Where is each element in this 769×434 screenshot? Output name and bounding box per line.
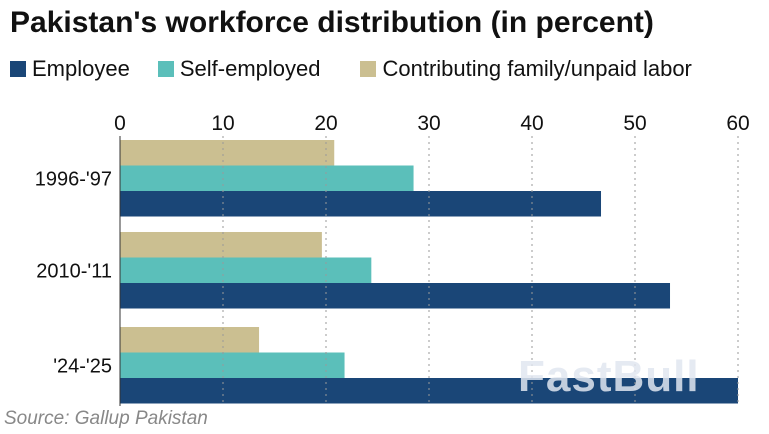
- source-note: Source: Gallup Pakistan: [4, 408, 208, 429]
- legend-swatch: [10, 61, 26, 77]
- bar-self-employed: [120, 352, 345, 378]
- legend-item-self-employed: Self-employed: [157, 56, 321, 82]
- x-tick-label: 50: [623, 112, 646, 135]
- x-tick-label: 20: [314, 112, 337, 135]
- legend-label: Employee: [32, 56, 130, 81]
- bar-self-employed: [120, 257, 372, 283]
- x-tick-label: 10: [211, 112, 234, 135]
- bar-contributing: [120, 327, 260, 353]
- category-label: '24-'25: [53, 355, 112, 377]
- bar-self-employed: [120, 165, 414, 191]
- bar-contributing: [120, 140, 335, 166]
- x-tick-label: 40: [520, 112, 543, 135]
- legend: Employee Self-employed Contributing fami…: [10, 56, 720, 82]
- bar-employee: [120, 191, 602, 217]
- legend-item-employee: Employee: [10, 56, 130, 82]
- category-label: 1996-'97: [35, 168, 112, 190]
- legend-swatch: [157, 61, 174, 77]
- bar-employee: [120, 283, 671, 309]
- legend-label: Self-employed: [179, 56, 321, 81]
- x-tick-label: 60: [726, 112, 749, 135]
- x-tick-label: 30: [417, 112, 440, 135]
- category-label: 2010-'11: [36, 260, 112, 282]
- watermark: FastBull: [518, 352, 700, 401]
- legend-swatch: [360, 61, 377, 77]
- chart-title: Pakistan's workforce distribution (in pe…: [10, 6, 654, 39]
- x-tick-label: 0: [114, 112, 126, 135]
- bar-contributing: [120, 232, 322, 258]
- legend-label: Contributing family/unpaid labor: [382, 56, 692, 81]
- legend-item-family: Contributing family/unpaid labor: [360, 56, 692, 82]
